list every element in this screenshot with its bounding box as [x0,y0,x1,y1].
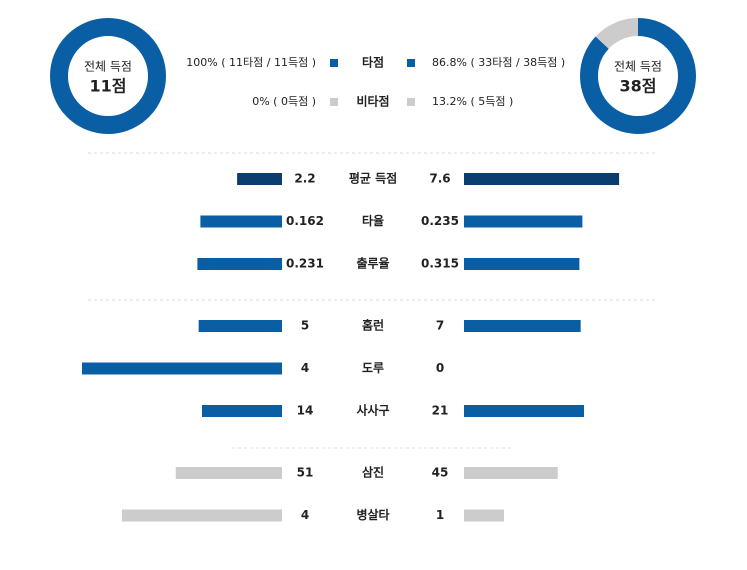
bar-left [122,509,282,522]
donut-title: 전체 득점 [614,60,662,74]
bar-right [464,215,583,228]
stat-label: 평균 득점 [349,171,397,186]
donut-total: 38점 [620,77,657,96]
stat-label: 삼진 [362,465,384,480]
bar-left [82,362,282,375]
legend-left: 0% ( 0득점 ) [252,95,316,108]
legend-swatch [407,59,415,67]
value-right: 45 [432,466,449,480]
value-left: 2.2 [294,172,315,186]
bar-left [202,405,282,417]
legend-swatch [330,98,338,106]
legend-name: 타점 [362,55,384,70]
stat-label: 홈런 [362,318,384,333]
stat-label: 도루 [362,361,384,375]
bar-right [464,467,558,479]
value-left: 5 [301,319,309,333]
bar-left [175,467,282,479]
donut-total: 11점 [90,77,127,96]
legend-swatch [330,59,338,67]
value-left: 0.162 [286,214,324,228]
stat-label: 사사구 [356,403,389,418]
value-right: 7 [436,319,444,333]
value-left: 14 [297,404,314,418]
stat-label: 출루율 [356,256,389,271]
bar-left [198,320,282,332]
legend-left: 100% ( 11타점 / 11득점 ) [186,56,316,69]
value-right: 0.235 [421,214,459,228]
legend-right: 13.2% ( 5득점 ) [432,95,513,108]
value-right: 1 [436,508,444,522]
value-right: 7.6 [429,172,450,186]
value-left: 0.231 [286,257,324,271]
bar-left [197,258,282,270]
donut-segment [50,18,166,134]
value-left: 51 [297,466,314,480]
legend-swatch [407,98,415,106]
bar-right [464,405,584,417]
value-left: 4 [301,361,309,375]
stat-label: 병살타 [356,507,389,522]
donut-segment [580,18,696,134]
bar-left [237,173,282,185]
legend-right: 86.8% ( 33타점 / 38득점 ) [432,56,565,69]
value-right: 0 [436,361,444,375]
legend-name: 비타점 [356,94,389,109]
bar-right [464,320,581,332]
donut-title: 전체 득점 [84,60,132,74]
bar-left [200,215,282,228]
value-left: 4 [301,508,309,522]
value-right: 0.315 [421,257,459,271]
bar-right [464,509,504,522]
bar-right [464,258,580,270]
value-right: 21 [432,404,449,418]
bar-right [464,173,620,185]
stat-label: 타율 [362,213,384,228]
